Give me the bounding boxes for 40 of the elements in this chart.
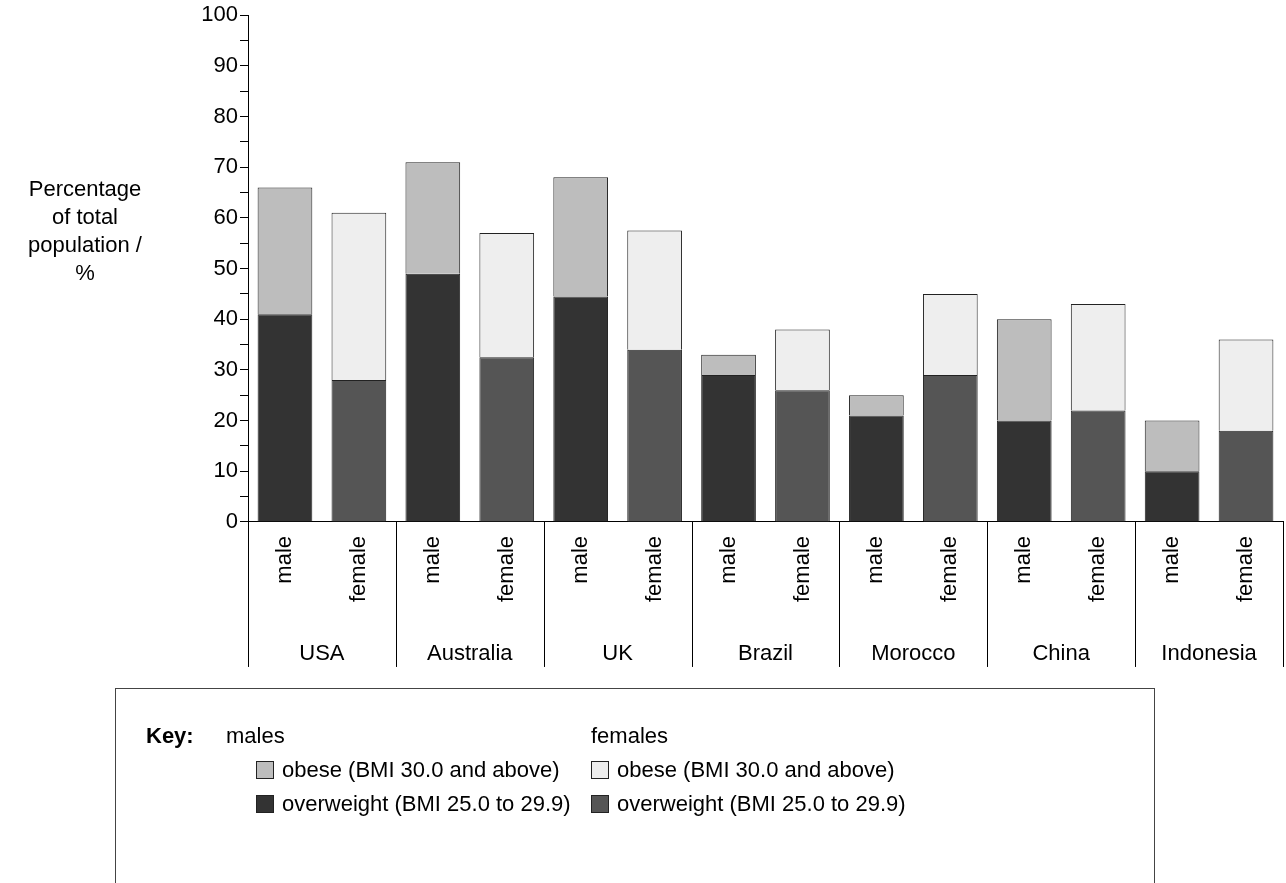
y-tick-label: 40: [213, 305, 238, 331]
legend-label: overweight (BMI 25.0 to 29.9): [281, 790, 571, 818]
legend-label: obese (BMI 30.0 and above): [616, 756, 896, 784]
y-tick-label: 60: [213, 203, 238, 229]
text: Indonesia: [1161, 640, 1258, 666]
y-axis-title: Percentage of total population / %: [27, 175, 143, 287]
y-tick-label: 90: [213, 51, 238, 77]
x-tick-label: male: [862, 535, 888, 584]
text: Brazil: [737, 640, 794, 666]
x-tick-label: female: [492, 535, 518, 603]
y-tick-label: 20: [213, 406, 238, 432]
legend-title: Key:: [146, 722, 194, 750]
text: Australia: [426, 640, 514, 666]
y-tick-label: 0: [225, 508, 238, 534]
text: females: [591, 722, 670, 750]
y-tick-label: 80: [213, 102, 238, 128]
x-tick-label: male: [1158, 535, 1184, 584]
y-tick-label: 100: [201, 1, 238, 27]
text: males: [226, 722, 286, 750]
x-tick-label: female: [344, 535, 370, 603]
x-tick-label: male: [566, 535, 592, 584]
y-tick-label: 70: [213, 153, 238, 179]
x-tick-label: male: [1010, 535, 1036, 584]
x-tick-label: female: [1232, 535, 1258, 603]
x-tick-label: female: [788, 535, 814, 603]
text: China: [1032, 640, 1091, 666]
text: USA: [299, 640, 345, 666]
y-tick-label: 50: [213, 254, 238, 280]
y-tick-label: 10: [213, 457, 238, 483]
x-tick-label: female: [936, 535, 962, 603]
y-tick-label: 30: [213, 356, 238, 381]
legend-label: overweight (BMI 25.0 to 29.9): [616, 790, 906, 818]
x-tick-label: male: [418, 535, 444, 584]
x-tick-label: male: [714, 535, 740, 584]
x-tick-label: male: [271, 535, 297, 584]
x-tick-label: female: [1084, 535, 1110, 603]
text: UK: [602, 640, 634, 666]
legend-label: obese (BMI 30.0 and above): [281, 756, 561, 784]
x-tick-label: female: [640, 535, 666, 603]
text: Morocco: [871, 640, 956, 666]
